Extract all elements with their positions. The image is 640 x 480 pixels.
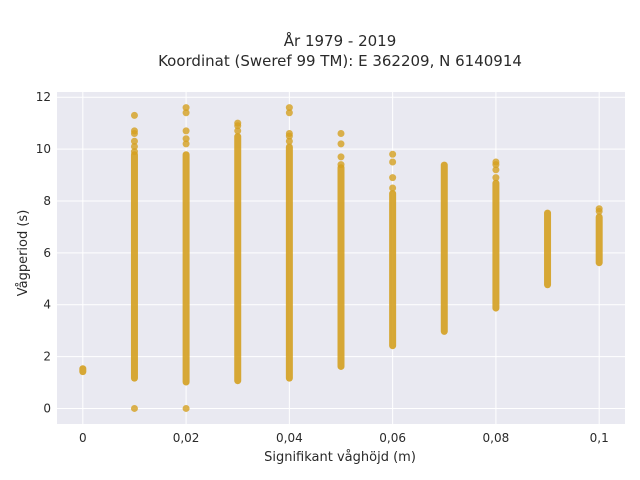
- point-cluster: [389, 190, 397, 350]
- scatter-point: [285, 137, 293, 145]
- y-tick-label: 10: [36, 142, 51, 156]
- scatter-point: [130, 142, 138, 150]
- y-axis-label: Vågperiod (s): [16, 210, 31, 297]
- y-axis-ticks: 0 2 4 6 8 10 12: [36, 90, 51, 415]
- chart-title-line-1: År 1979 - 2019: [284, 31, 397, 50]
- scatter-point: [389, 158, 397, 166]
- scatter-point: [130, 137, 138, 145]
- point-cluster: [130, 151, 138, 382]
- y-tick-label: 8: [43, 194, 51, 208]
- scatter-point: [337, 140, 345, 148]
- scatter-point: [285, 109, 293, 117]
- scatter-point: [285, 130, 293, 137]
- point-cluster: [79, 365, 87, 376]
- scatter-point: [182, 404, 190, 412]
- scatter-point: [337, 130, 345, 137]
- scatter-point: [182, 104, 190, 112]
- point-cluster: [544, 209, 552, 289]
- scatter-point: [130, 404, 138, 412]
- x-axis-ticks: 0 0,02 0,04 0,06 0,08 0,1: [79, 431, 609, 445]
- y-tick-label: 2: [43, 350, 51, 364]
- x-tick-label: 0,1: [590, 431, 609, 445]
- x-tick-label: 0,06: [379, 431, 406, 445]
- x-tick-label: 0,04: [276, 431, 303, 445]
- scatter-point: [182, 127, 190, 135]
- point-cluster: [337, 164, 345, 370]
- point-cluster: [234, 133, 242, 385]
- x-tick-label: 0: [79, 431, 87, 445]
- x-tick-label: 0,02: [173, 431, 200, 445]
- scatter-point: [285, 104, 293, 112]
- scatter-point: [182, 135, 190, 143]
- scatter-point: [130, 111, 138, 119]
- scatter-point: [389, 174, 397, 182]
- scatter-points: [79, 104, 603, 412]
- chart-title-line-2: Koordinat (Sweref 99 TM): E 362209, N 61…: [158, 52, 522, 70]
- scatter-point: [234, 127, 242, 135]
- scatter-point: [595, 205, 603, 213]
- scatter-point: [389, 184, 397, 192]
- x-axis-label: Signifikant våghöjd (m): [264, 450, 416, 465]
- scatter-point: [182, 140, 190, 148]
- scatter-point: [130, 127, 138, 135]
- scatter-point: [492, 166, 500, 174]
- scatter-point: [337, 161, 345, 169]
- point-cluster: [492, 179, 500, 312]
- y-tick-label: 12: [36, 90, 51, 104]
- y-tick-label: 0: [43, 401, 51, 415]
- scatter-point: [182, 109, 190, 117]
- x-tick-label: 0,08: [483, 431, 510, 445]
- point-cluster: [182, 151, 190, 386]
- scatter-point: [389, 150, 397, 158]
- scatter-point: [492, 158, 500, 166]
- scatter-point: [130, 148, 138, 156]
- y-tick-label: 6: [43, 246, 51, 260]
- point-cluster: [440, 161, 448, 335]
- y-tick-label: 4: [43, 298, 51, 312]
- scatter-point: [234, 119, 242, 127]
- scatter-point: [492, 174, 500, 182]
- point-cluster: [285, 143, 293, 382]
- point-cluster: [595, 213, 603, 267]
- scatter-point: [337, 153, 345, 161]
